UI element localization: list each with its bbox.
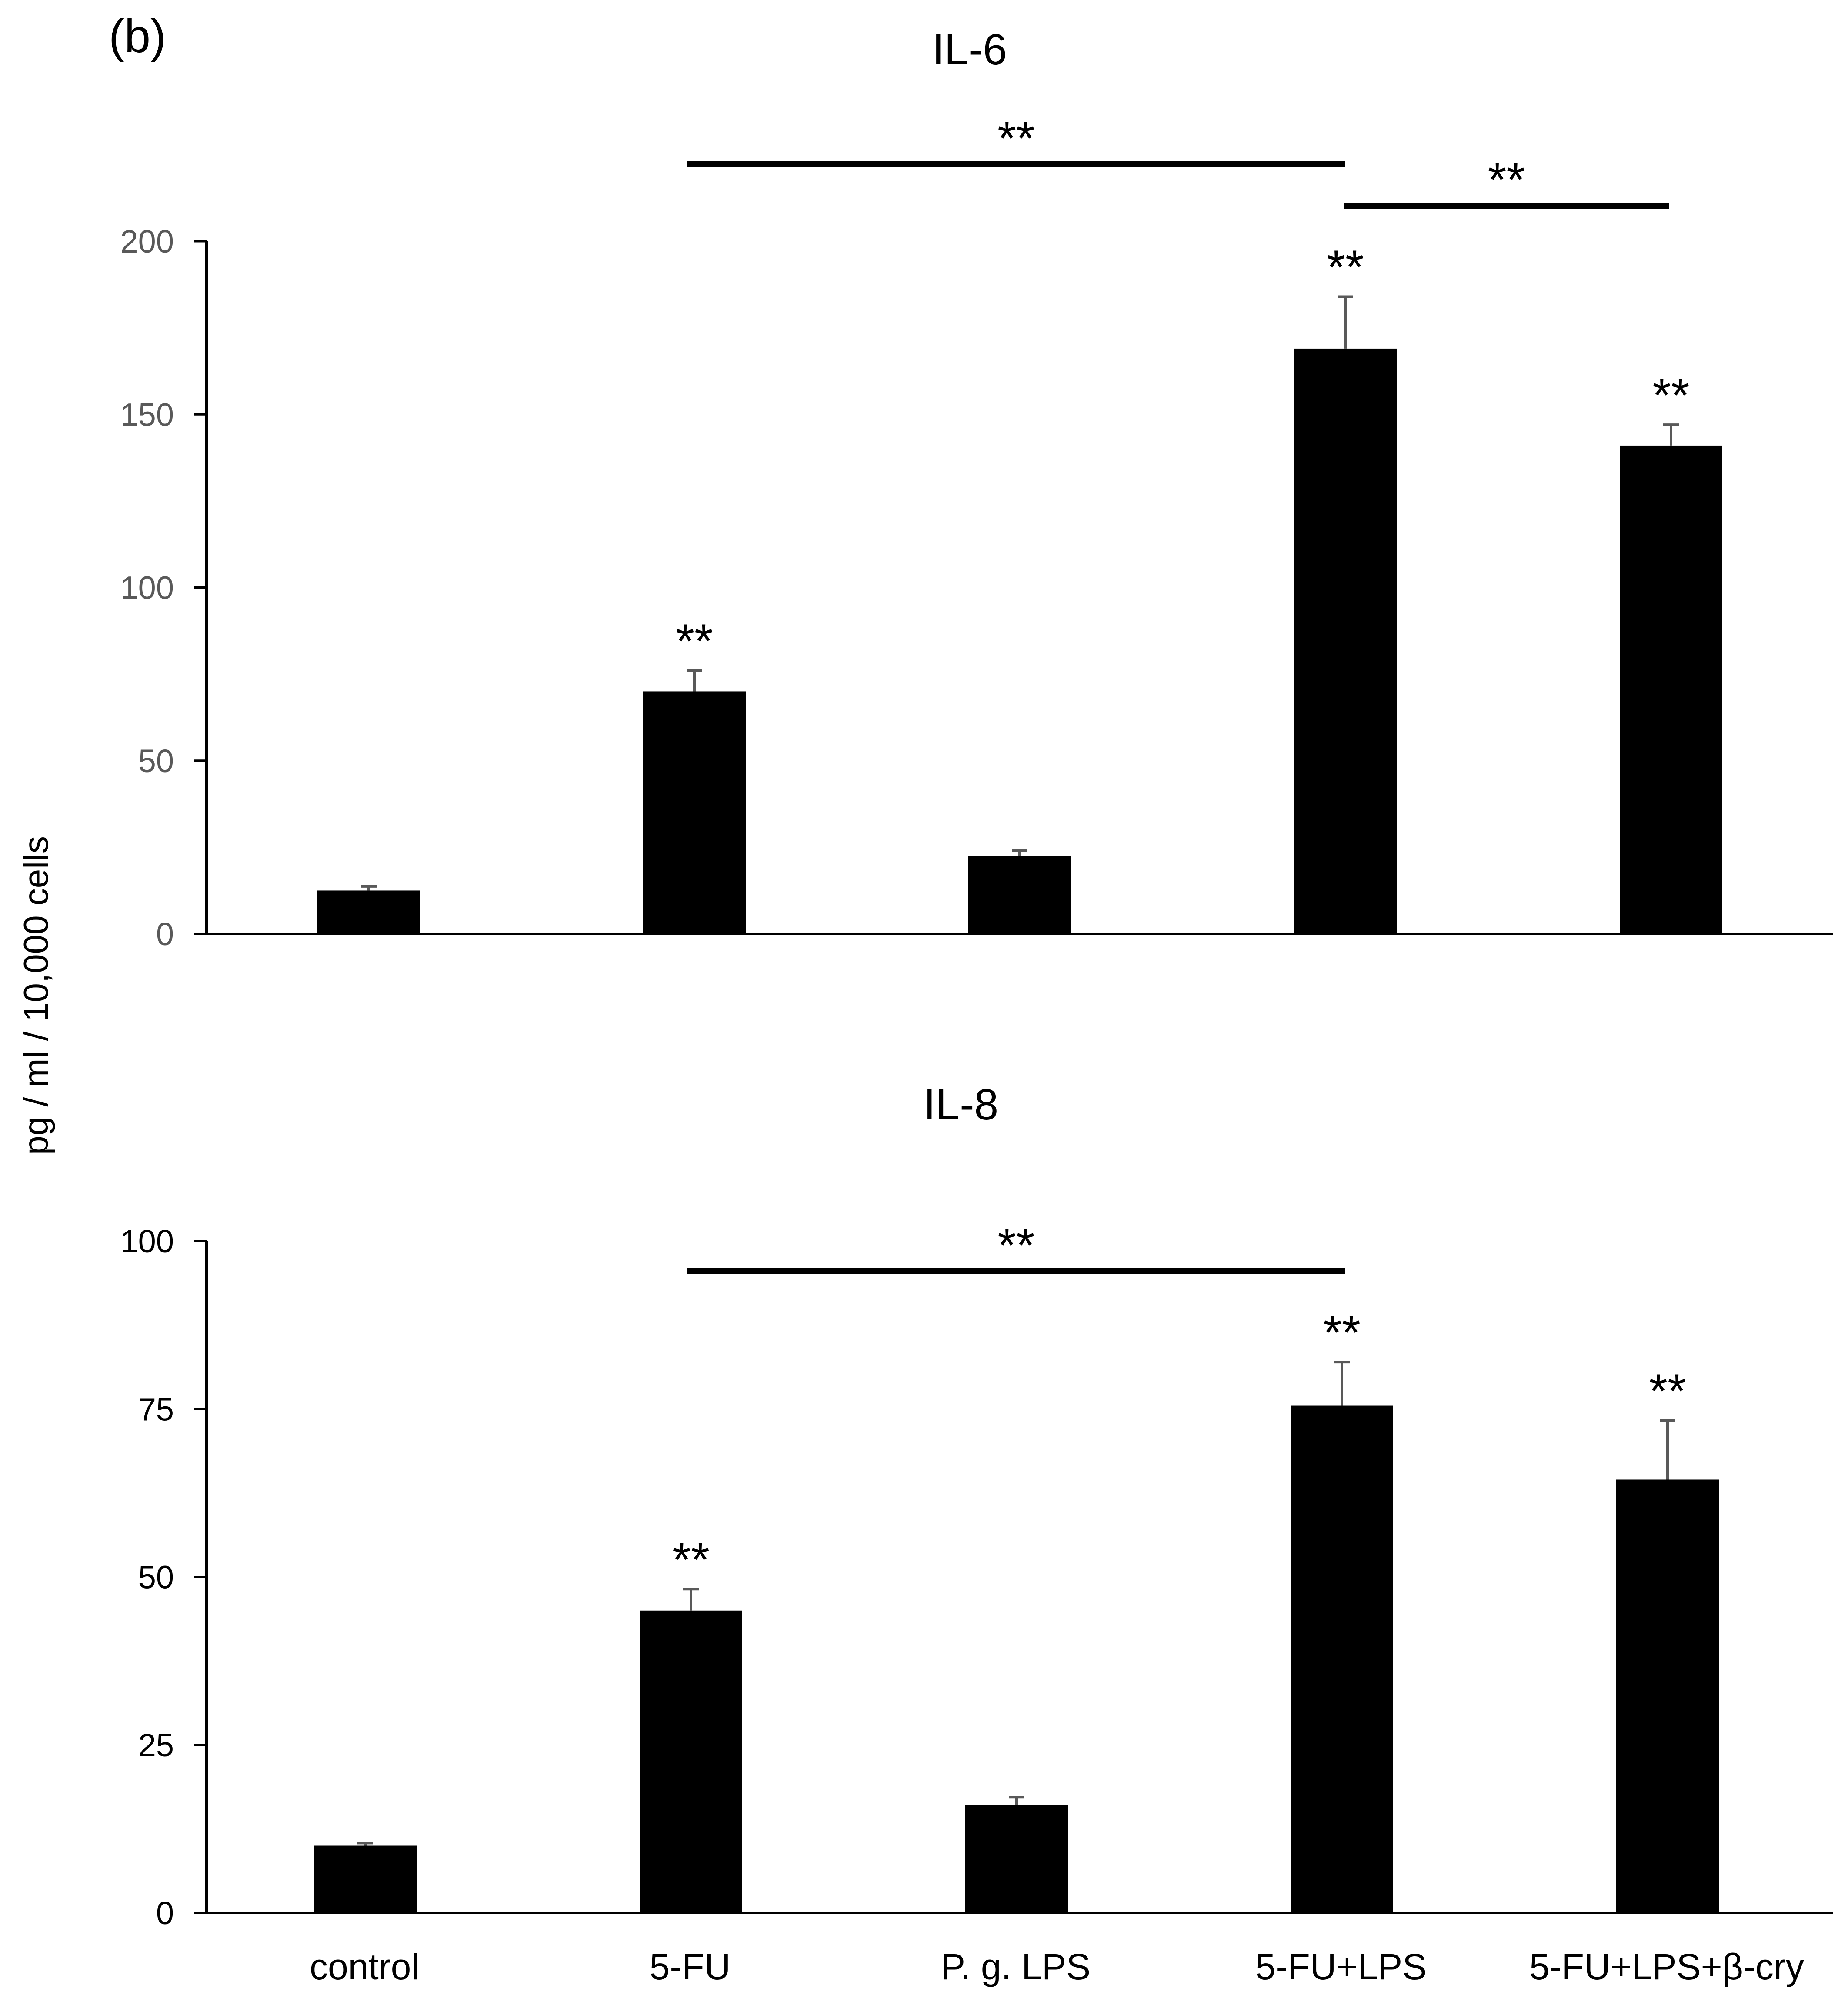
category-label: 5-FU <box>650 1946 731 1987</box>
significance-mark: ** <box>1652 369 1690 422</box>
panel-label: (b) <box>109 10 166 62</box>
chart-il6: IL-6 0 50 100 150 200 ** ** ** ** ** <box>120 25 1833 952</box>
y-tick-label: 75 <box>138 1391 174 1427</box>
bar <box>643 691 746 934</box>
bracket-label: ** <box>997 1219 1035 1272</box>
bracket-label: ** <box>1488 153 1525 206</box>
y-tick-label: 0 <box>156 916 174 952</box>
y-tick-label: 25 <box>138 1727 174 1763</box>
chart-il8: IL-8 0 25 50 75 100 control ** 5-FU P. g. LPS ** 5-… <box>120 1080 1833 1987</box>
bar <box>1291 1405 1393 1913</box>
y-tick-label: 0 <box>156 1895 174 1931</box>
chart-title: IL-6 <box>932 25 1007 74</box>
significance-mark: ** <box>672 1533 710 1586</box>
bar <box>1294 348 1397 934</box>
bar <box>314 1845 417 1913</box>
y-tick-label: 50 <box>138 1559 174 1595</box>
bar <box>317 890 420 934</box>
y-axis-label: pg / ml / 10,000 cells <box>17 836 55 1155</box>
significance-mark: ** <box>1323 1306 1361 1359</box>
bar <box>965 1805 1068 1913</box>
chart-title: IL-8 <box>924 1080 998 1129</box>
bar <box>1620 445 1722 934</box>
y-tick-label: 50 <box>138 743 174 779</box>
y-tick-label: 200 <box>120 223 174 260</box>
bar <box>968 856 1071 934</box>
bar <box>640 1610 742 1913</box>
significance-mark: ** <box>676 615 713 668</box>
category-label: control <box>310 1946 419 1987</box>
y-tick-label: 100 <box>120 1223 174 1259</box>
significance-mark: ** <box>1327 240 1364 294</box>
category-label: 5-FU+LPS+β-cry <box>1529 1946 1804 1987</box>
category-label: P. g. LPS <box>941 1946 1091 1987</box>
category-label: 5-FU+LPS <box>1255 1946 1427 1987</box>
y-tick-label: 100 <box>120 570 174 606</box>
significance-mark: ** <box>1649 1365 1686 1418</box>
y-tick-label: 150 <box>120 396 174 433</box>
bar <box>1616 1479 1719 1913</box>
bracket-label: ** <box>997 112 1035 165</box>
